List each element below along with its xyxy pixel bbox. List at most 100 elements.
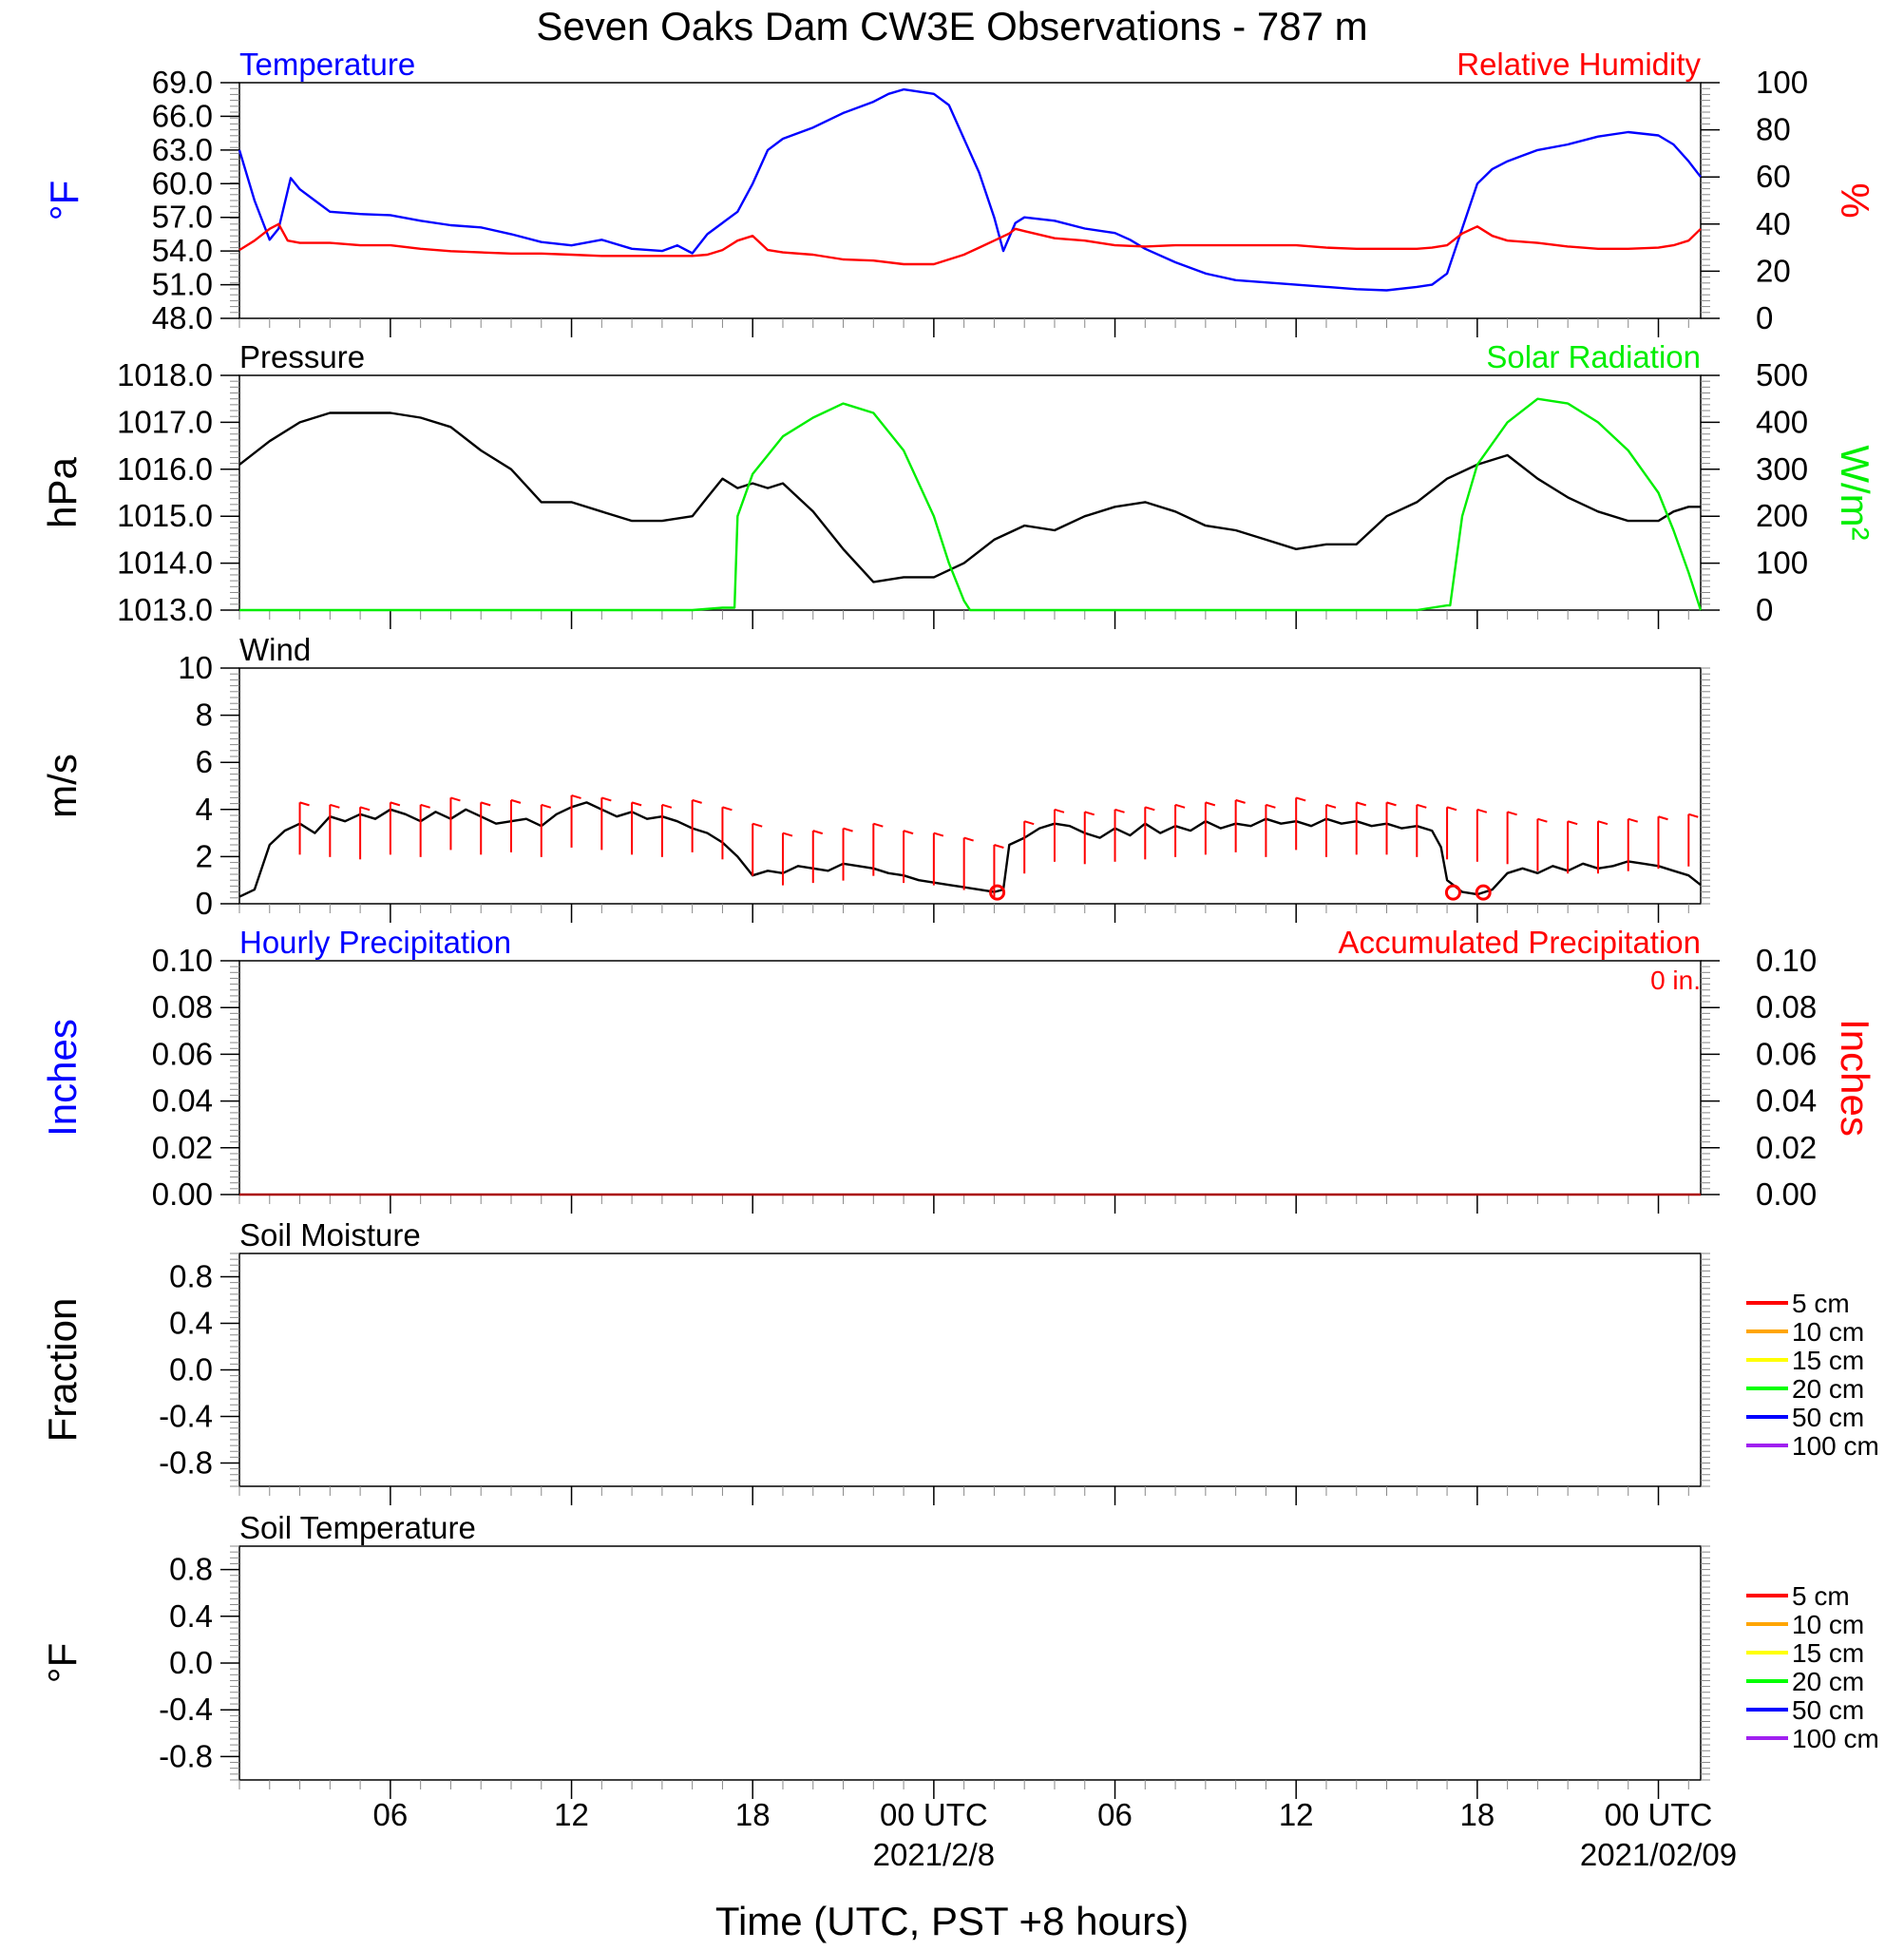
calm-wind-marker — [1444, 884, 1461, 901]
wind-barb-flag — [571, 794, 581, 799]
legend-label: 5 cm — [1792, 1581, 1850, 1611]
wind-barb-flag — [994, 844, 1004, 849]
left-tick-label: 1018.0 — [117, 357, 213, 392]
left-tick-label: 8 — [196, 698, 213, 733]
left-tick-label: 0.00 — [152, 1176, 213, 1212]
legend-label: 10 cm — [1792, 1610, 1864, 1639]
left-tick-label: 1013.0 — [117, 592, 213, 627]
left-tick-label: 0.4 — [169, 1598, 213, 1634]
panel-right-title: Relative Humidity — [1457, 47, 1701, 82]
panel-frame — [238, 960, 1702, 1195]
legend-label: 5 cm — [1792, 1289, 1850, 1318]
right-tick-label: 0.04 — [1756, 1083, 1817, 1119]
wind-barb-flag — [480, 801, 491, 807]
wind-barb-flag — [903, 830, 914, 835]
wind-barb — [298, 801, 310, 855]
wind-barb-flag — [1235, 798, 1246, 804]
chart-title: Seven Oaks Dam CW3E Observations - 787 m — [536, 4, 1367, 48]
panel-temperature_humidity: 48.051.054.057.060.063.066.069.0 0 20 40 60 8… — [42, 47, 1877, 337]
panel-left-title: Pressure — [239, 339, 365, 374]
x-axis-label: Time (UTC, PST +8 hours) — [715, 1899, 1189, 1943]
wind-barb-flag — [661, 803, 673, 809]
x-date-label: 2021/2/8 — [873, 1837, 995, 1872]
wind-barb — [1204, 801, 1216, 855]
left-tick-label: 0.06 — [152, 1036, 213, 1071]
wind-barb — [1144, 806, 1155, 860]
wind-barb-flag — [1597, 820, 1609, 826]
wind-barb-flag — [1658, 815, 1668, 821]
wind-barb — [842, 827, 853, 881]
left-axis-label: hPa — [40, 456, 85, 527]
wind-barb — [1657, 815, 1668, 870]
wind-barb — [1567, 820, 1578, 874]
left-tick-label: 0.0 — [169, 1352, 213, 1387]
wind-barb — [1053, 808, 1065, 862]
wind-barb-flag — [1628, 817, 1639, 823]
left-tick-label: 57.0 — [152, 200, 213, 235]
wind-barb — [962, 836, 974, 890]
x-tick-label: 18 — [1459, 1797, 1495, 1832]
wind-barb — [1174, 803, 1186, 857]
left-tick-label: 48.0 — [152, 300, 213, 335]
left-tick-label: 0.8 — [169, 1259, 213, 1294]
wind-barb — [329, 803, 340, 857]
wind-barb-flag — [782, 832, 793, 837]
right-tick-label: 0.02 — [1756, 1130, 1817, 1165]
wind-barb-flag — [1325, 803, 1337, 809]
legend-label: 15 cm — [1792, 1638, 1864, 1668]
wind-barb — [691, 798, 702, 852]
wind-barb — [1416, 803, 1427, 857]
wind-barb — [1023, 820, 1035, 874]
panel-frame — [238, 374, 1702, 611]
left-axis-label: Fraction — [40, 1298, 85, 1443]
wind-barb-flag — [450, 796, 461, 802]
legend-label: 50 cm — [1792, 1695, 1864, 1725]
left-tick-label: -0.4 — [159, 1399, 213, 1434]
legend-label: 10 cm — [1792, 1317, 1864, 1347]
left-axis-label: °F — [42, 181, 86, 220]
series-line-0 — [238, 87, 1702, 292]
series-line-1 — [238, 222, 1702, 266]
panel-wind: 0 2 4 6 8 10 Wind m/s — [40, 632, 1710, 923]
x-tick-label: 12 — [1279, 1797, 1314, 1832]
left-tick-label: 0.10 — [152, 943, 213, 978]
right-axis-label: W/m² — [1833, 445, 1877, 540]
wind-barb-flag — [541, 803, 552, 809]
left-tick-label: 54.0 — [152, 233, 213, 268]
legend-label: 20 cm — [1792, 1667, 1864, 1696]
left-tick-label: 10 — [178, 650, 213, 685]
panel-left-title: Soil Moisture — [239, 1217, 421, 1253]
x-axis: 06 12 18 00 UTC 06 12 18 00 UTC 2021/2/8 2021/02/… — [373, 1797, 1738, 1872]
right-tick-label: 60 — [1756, 159, 1791, 194]
wind-barb — [752, 822, 763, 876]
wind-barb-flag — [1295, 796, 1306, 802]
left-tick-label: 60.0 — [152, 165, 213, 201]
wind-barb — [389, 801, 401, 855]
wind-barb-flag — [1084, 811, 1095, 816]
left-tick-label: 1016.0 — [117, 451, 213, 487]
panel-left-title: Temperature — [239, 47, 415, 82]
series-line-0 — [238, 411, 1701, 583]
wind-barb — [540, 803, 552, 857]
wind-barb — [781, 832, 793, 886]
left-tick-label: 0.4 — [169, 1306, 213, 1341]
wind-barb-flag — [631, 801, 642, 807]
wind-barb-flag — [1476, 808, 1488, 813]
chart-panels: 48.051.054.057.060.063.066.069.002040608… — [40, 47, 1879, 1799]
wind-barb — [1446, 806, 1457, 860]
wind-barb — [1114, 808, 1125, 862]
precipitation-total-label: 0 in. — [1650, 966, 1701, 995]
legend-label: 20 cm — [1792, 1374, 1864, 1404]
left-tick-label: 69.0 — [152, 65, 213, 100]
wind-barb-flag — [722, 806, 733, 812]
panel-precipitation: 0.00 0.02 0.04 0.06 0.08 0.10 0.00 0.02 0.04 0.06… — [40, 925, 1877, 1214]
wind-barb-flag — [330, 803, 340, 809]
wind-barb-flag — [1537, 817, 1548, 823]
wind-barb-flag — [1145, 806, 1155, 812]
left-tick-label: 2 — [196, 838, 213, 873]
legend-label: 15 cm — [1792, 1346, 1864, 1375]
left-tick-label: 0.8 — [169, 1552, 213, 1587]
wind-barb-flag — [359, 806, 371, 812]
left-tick-label: 0.08 — [152, 989, 213, 1024]
